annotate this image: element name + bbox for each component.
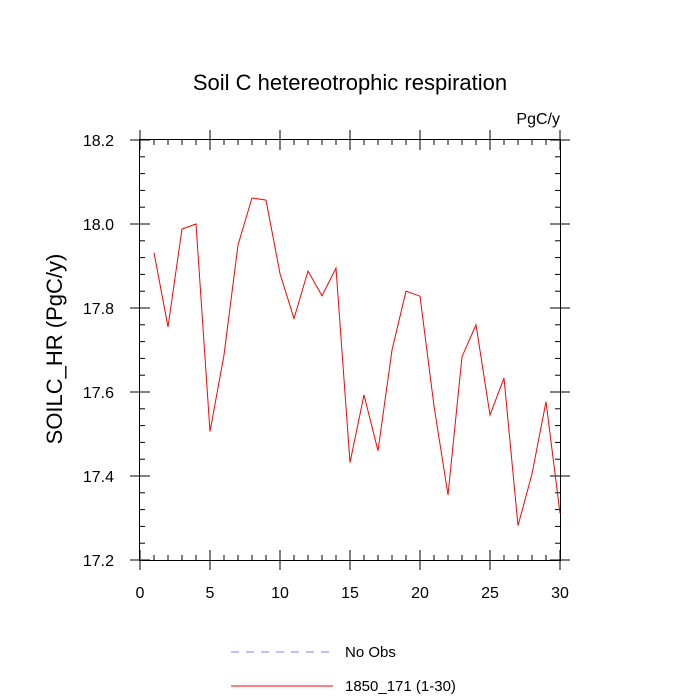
- y-tick-label: 17.4: [83, 469, 114, 486]
- x-tick-label: 5: [206, 585, 215, 602]
- y-tick-label: 17.8: [83, 301, 114, 318]
- units-label: PgC/y: [516, 111, 560, 128]
- legend-label: 1850_171 (1-30): [345, 678, 456, 695]
- y-tick-label: 17.6: [83, 385, 114, 402]
- x-tick-label: 20: [411, 585, 429, 602]
- series-line: [153, 197, 561, 526]
- x-tick-label: 15: [341, 585, 359, 602]
- axis-ticks: [130, 130, 570, 570]
- y-tick-label: 18.2: [83, 133, 114, 150]
- y-tick-label: 17.2: [83, 553, 114, 570]
- plot-frame: [139, 139, 561, 561]
- y-axis-label: SOILC_HR (PgC/y): [42, 254, 67, 445]
- x-tick-label: 10: [271, 585, 289, 602]
- x-tick-label: 0: [136, 585, 145, 602]
- x-tick-label: 30: [551, 585, 569, 602]
- chart-title: Soil C hetereotrophic respiration: [193, 70, 507, 95]
- legend: No Obs 1850_171 (1-30): [231, 644, 456, 695]
- x-tick-label: 25: [481, 585, 499, 602]
- y-tick-label: 18.0: [83, 217, 114, 234]
- data-series: [153, 197, 561, 526]
- legend-label: No Obs: [345, 644, 396, 661]
- axis-tick-labels: 0 5 10 15 20 25 30 17.2 17.4 17.6 17.8 18.0 18.2: [83, 133, 569, 602]
